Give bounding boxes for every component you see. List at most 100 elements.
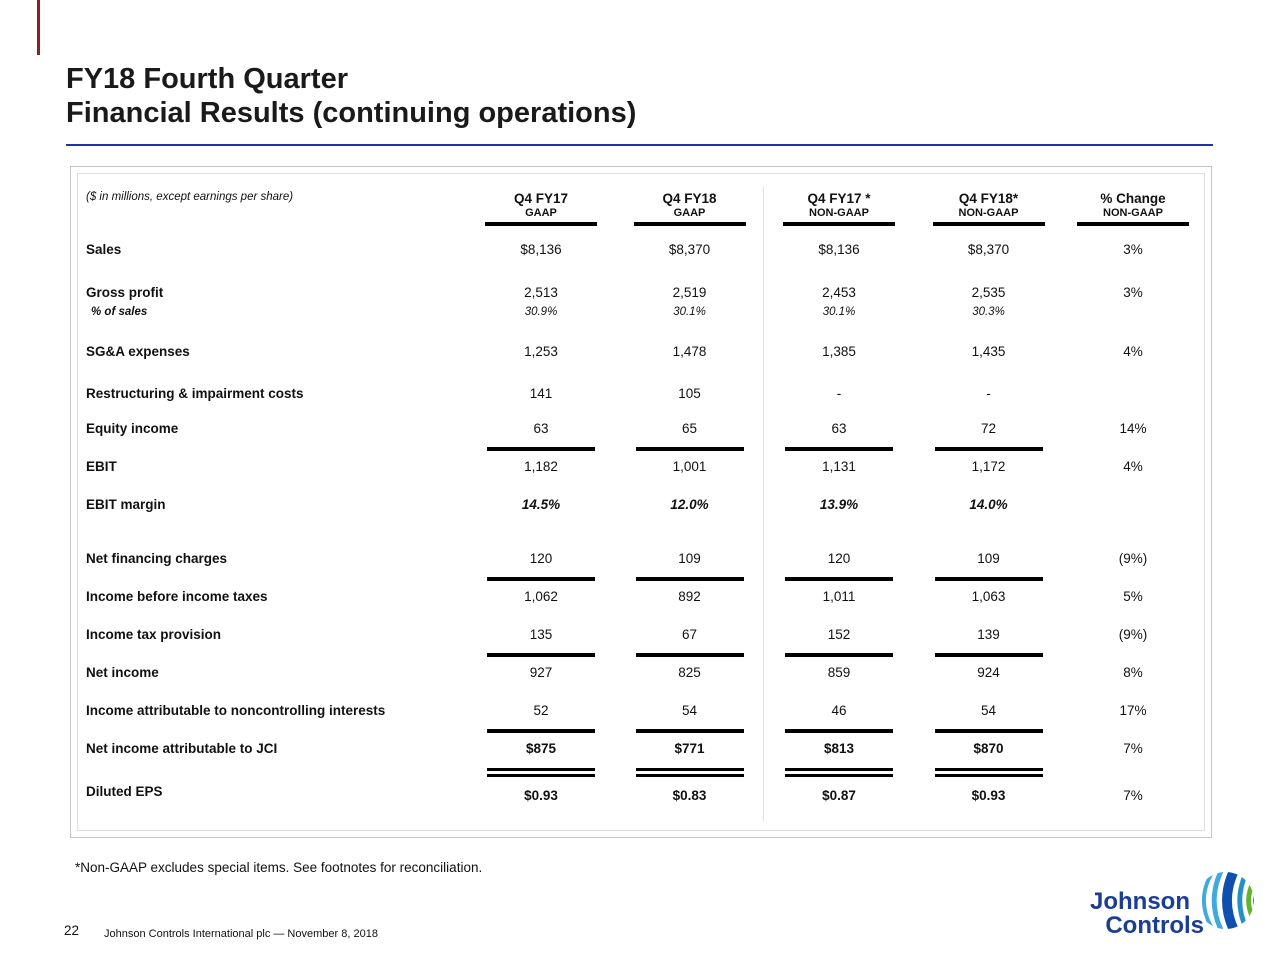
value: 12.0% bbox=[670, 496, 709, 512]
value-cell: $0.93 bbox=[466, 767, 616, 815]
value-cell: 120 bbox=[466, 539, 616, 577]
value: 67 bbox=[681, 626, 698, 642]
sum-line bbox=[934, 577, 1043, 581]
value: 1,435 bbox=[971, 343, 1006, 359]
row-label: Income attributable to noncontrolling in… bbox=[86, 702, 386, 718]
value: - bbox=[986, 385, 991, 401]
value-cell: 5% bbox=[1062, 577, 1204, 615]
value: 4% bbox=[1123, 343, 1143, 359]
value-cell: 924 bbox=[915, 653, 1062, 691]
value-cell: $870 bbox=[915, 729, 1062, 767]
value: 14.0% bbox=[969, 496, 1008, 512]
value: 52 bbox=[533, 702, 549, 718]
table-row: EBIT margin 14.5% 12.0% 13.9% 14.0% bbox=[78, 485, 1204, 523]
table-row: Net income 927 825 859 924 8% bbox=[78, 653, 1204, 691]
row-label: SG&A expenses bbox=[86, 343, 190, 359]
value-cell: 859 bbox=[763, 653, 915, 691]
value: 30.3% bbox=[972, 306, 1005, 318]
sum-line bbox=[487, 729, 595, 733]
value: 13.9% bbox=[819, 496, 859, 512]
value: 30.1% bbox=[673, 306, 706, 318]
value-cell: 1,172 bbox=[915, 447, 1062, 485]
value: 65 bbox=[681, 420, 698, 436]
value-cell: 105 bbox=[616, 374, 763, 412]
value-cell: 14.5% bbox=[466, 485, 616, 523]
value-cell: 1,011 bbox=[763, 577, 915, 615]
value-cell: 17% bbox=[1062, 691, 1204, 729]
column-header-line1: Q4 FY17 * bbox=[807, 191, 871, 206]
page-title: FY18 Fourth Quarter Financial Results (c… bbox=[66, 62, 636, 130]
financial-table: ($ in millions, except earnings per shar… bbox=[77, 173, 1205, 831]
value: 1,062 bbox=[524, 588, 558, 604]
value-cell: 3% bbox=[1062, 276, 1204, 308]
value: $0.83 bbox=[672, 788, 707, 803]
value-cell: 135 bbox=[466, 615, 616, 653]
value: 2,453 bbox=[822, 284, 856, 300]
value-cell: 1,435 bbox=[915, 332, 1062, 370]
value-cell: 1,253 bbox=[466, 332, 616, 370]
value-cell: 30.1% bbox=[763, 304, 915, 320]
column-header-line2: GAAP bbox=[525, 207, 557, 219]
value-cell: 63 bbox=[763, 409, 915, 447]
row-label: Income before income taxes bbox=[86, 588, 268, 604]
value: 152 bbox=[827, 626, 851, 642]
slide-edge-marker bbox=[37, 0, 40, 55]
row-label: EBIT margin bbox=[86, 496, 166, 512]
value: 924 bbox=[977, 664, 1000, 680]
value-cell bbox=[1062, 304, 1204, 320]
table-row: Diluted EPS $0.93 $0.83 $0.87 $0.93 7% bbox=[78, 767, 1204, 815]
value: 135 bbox=[529, 626, 553, 642]
row-label: Diluted EPS bbox=[86, 783, 163, 799]
value: 109 bbox=[977, 550, 1000, 566]
sum-line bbox=[487, 653, 595, 657]
value: 8% bbox=[1123, 664, 1143, 680]
value: 7% bbox=[1123, 740, 1143, 756]
value: 859 bbox=[827, 664, 851, 680]
sum-line bbox=[635, 447, 744, 451]
value-cell: 54 bbox=[915, 691, 1062, 729]
value: $8,136 bbox=[818, 241, 860, 257]
column-header-2: Q4 FY18 GAAP bbox=[616, 191, 763, 230]
row-label: Net income bbox=[86, 664, 159, 680]
table-row: Gross profit 2,513 2,519 2,453 2,535 3% bbox=[78, 276, 1204, 308]
value-cell: 141 bbox=[466, 374, 616, 412]
value: 1,001 bbox=[672, 458, 707, 474]
table-row: Equity income 63 65 63 72 14% bbox=[78, 409, 1204, 447]
value: 3% bbox=[1123, 284, 1143, 300]
value-cell: 2,535 bbox=[915, 276, 1062, 308]
value: 120 bbox=[827, 550, 851, 566]
header-underline bbox=[633, 222, 746, 226]
gaap-nongaap-divider bbox=[763, 186, 764, 822]
value: - bbox=[836, 385, 842, 401]
table-row: Net income attributable to JCI $875 $771 $8… bbox=[78, 729, 1204, 767]
column-header-line1: Q4 FY18 bbox=[662, 191, 717, 206]
sum-line bbox=[487, 577, 595, 581]
value: 825 bbox=[678, 664, 701, 680]
value: $8,370 bbox=[967, 241, 1010, 257]
value-cell: 7% bbox=[1062, 729, 1204, 767]
value-cell: 109 bbox=[616, 539, 763, 577]
value-cell: 825 bbox=[616, 653, 763, 691]
value-cell: - bbox=[915, 374, 1062, 412]
column-header-4: Q4 FY18* NON-GAAP bbox=[915, 191, 1062, 230]
sum-line bbox=[785, 653, 893, 657]
value: 109 bbox=[678, 550, 701, 566]
value-cell: 2,513 bbox=[466, 276, 616, 308]
value-cell: 8% bbox=[1062, 653, 1204, 691]
row-label: % of sales bbox=[91, 305, 148, 318]
value-cell: 63 bbox=[466, 409, 616, 447]
value: 120 bbox=[529, 550, 553, 566]
value-cell: 1,478 bbox=[616, 332, 763, 370]
value-cell: 30.1% bbox=[616, 304, 763, 320]
value-cell: 7% bbox=[1062, 767, 1204, 815]
value-cell: 30.9% bbox=[466, 304, 616, 320]
value: 72 bbox=[980, 420, 997, 436]
value-cell: 52 bbox=[466, 691, 616, 729]
units-note-cell: ($ in millions, except earnings per shar… bbox=[78, 191, 466, 230]
value: 141 bbox=[529, 385, 553, 401]
value: 46 bbox=[831, 702, 847, 718]
value: 139 bbox=[977, 626, 1000, 642]
value: 1,182 bbox=[524, 458, 558, 474]
column-header-line1: Q4 FY18* bbox=[958, 191, 1019, 206]
